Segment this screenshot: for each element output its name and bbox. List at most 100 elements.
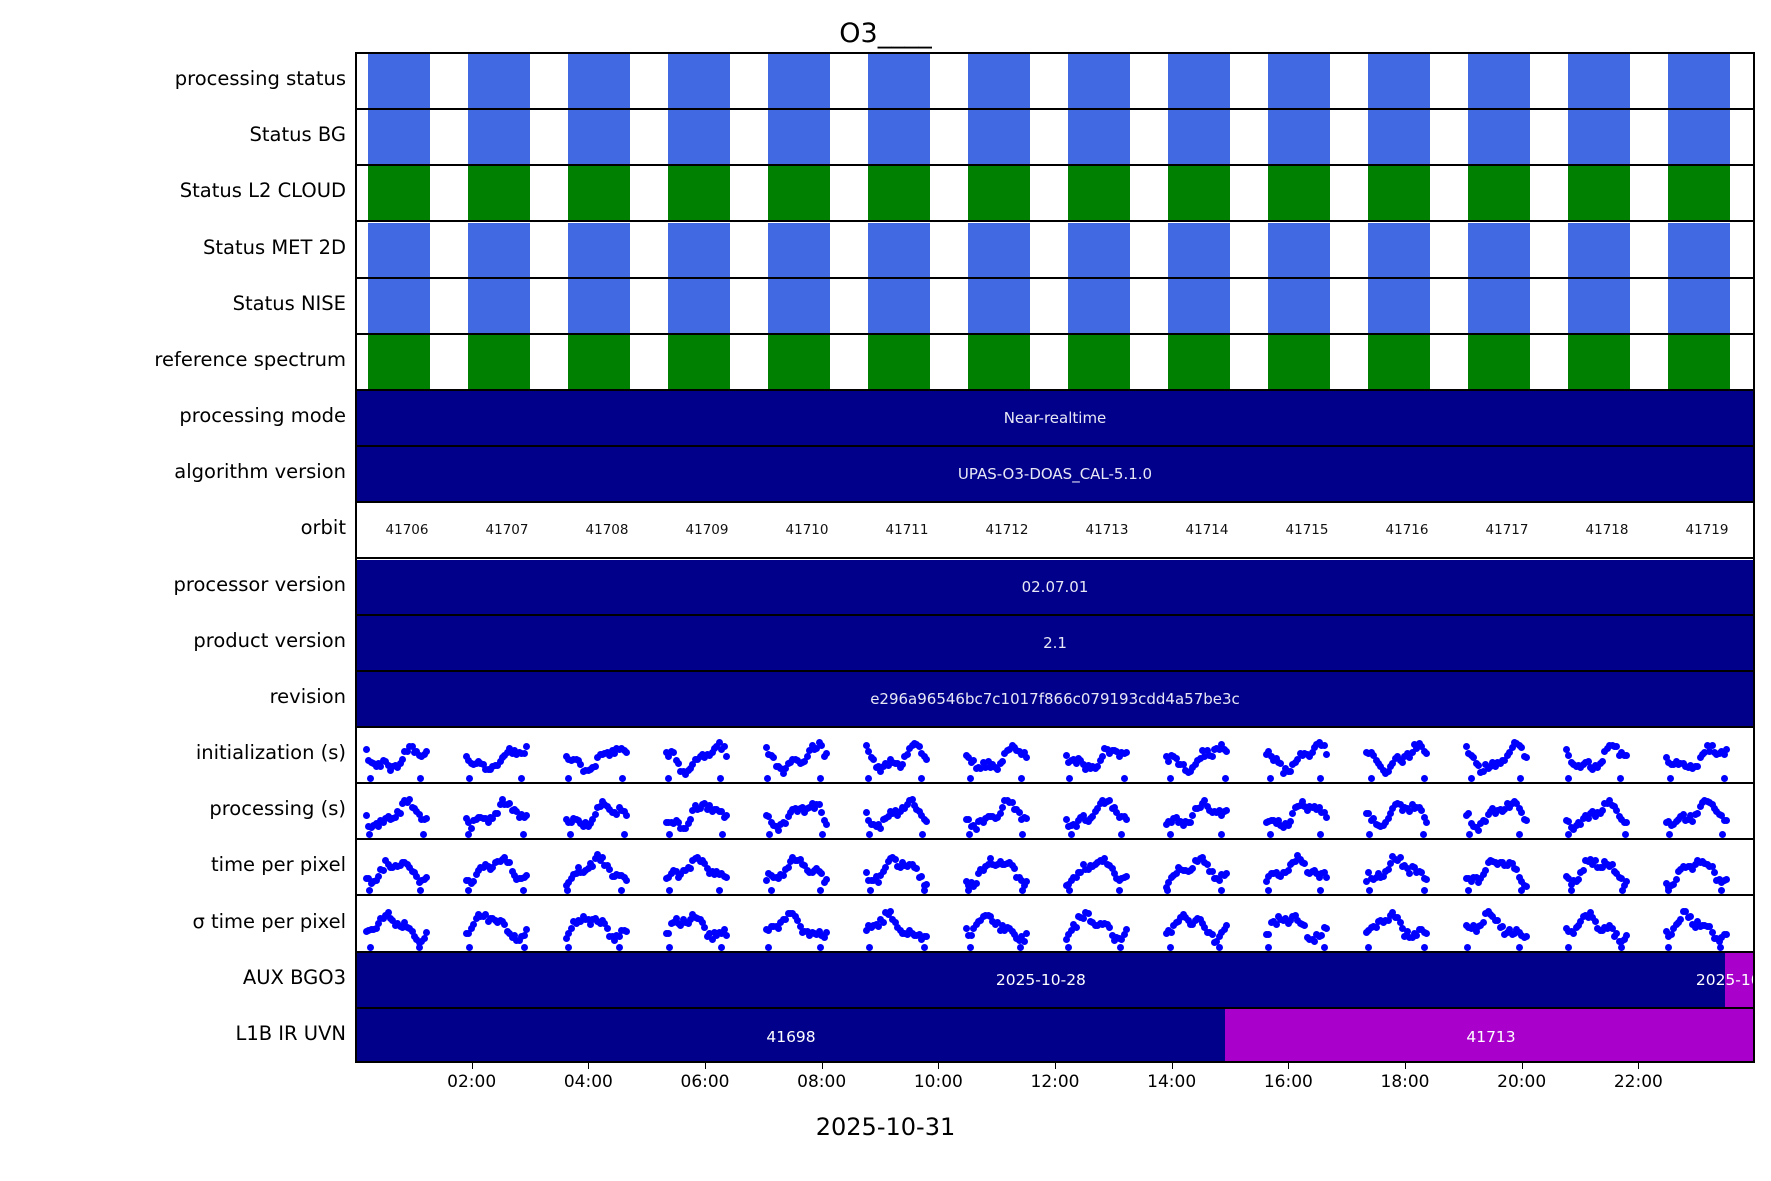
status-band	[1068, 278, 1131, 333]
scatter-point	[1513, 800, 1521, 808]
scatter-point	[963, 925, 970, 933]
scatter-point	[701, 923, 709, 931]
scatter-point	[506, 930, 514, 938]
scatter-point	[1413, 932, 1421, 940]
scatter-point	[875, 922, 882, 930]
scatter-point	[1591, 917, 1599, 925]
scatter-point	[375, 919, 382, 927]
scatter-point	[1315, 873, 1323, 881]
scatter-point	[1472, 873, 1480, 881]
scatter-point	[1611, 802, 1618, 810]
timeline-row: 02.07.01	[357, 559, 1753, 616]
scatter-point	[1094, 805, 1102, 813]
scatter-point	[1101, 854, 1109, 862]
scatter-point	[1389, 909, 1397, 917]
scatter-point	[608, 933, 616, 941]
scatter-point	[1418, 806, 1426, 814]
scatter-point	[1019, 831, 1027, 839]
scatter-point	[1167, 775, 1175, 783]
scatter-point	[1089, 813, 1097, 821]
orbit-label: 41709	[685, 522, 729, 539]
scatter-point	[723, 753, 730, 761]
scatter-point	[365, 875, 373, 883]
scatter-point	[801, 758, 809, 766]
scatter-point	[596, 803, 604, 811]
status-band	[1468, 334, 1531, 389]
scatter-point	[1184, 916, 1192, 924]
scatter-point	[1020, 937, 1028, 945]
orbit-label: 41712	[985, 522, 1029, 539]
scatter-point	[1367, 775, 1375, 783]
scatter-point	[1111, 869, 1118, 877]
row-label: processing (s)	[209, 797, 346, 821]
scatter-point	[782, 820, 790, 828]
scatter-point	[763, 743, 770, 751]
scatter-point	[1565, 817, 1573, 825]
scatter-point	[967, 775, 975, 783]
scatter-point	[511, 932, 518, 940]
scatter-point	[1399, 925, 1406, 933]
scatter-point	[877, 871, 885, 879]
scatter-point	[1370, 751, 1378, 759]
scatter-point	[775, 826, 782, 834]
scatter-point	[1491, 762, 1499, 770]
scatter-point	[1018, 876, 1026, 884]
status-band	[368, 110, 431, 165]
scatter-point	[606, 752, 614, 760]
status-band	[468, 222, 531, 277]
scatter-point	[1565, 943, 1573, 951]
scatter-point	[1618, 874, 1626, 882]
scatter-point	[987, 912, 994, 920]
scatter-point	[875, 878, 882, 886]
scatter-point	[1096, 757, 1104, 765]
scatter-point	[1277, 872, 1285, 880]
status-band	[968, 278, 1031, 333]
scatter-point	[1613, 930, 1621, 938]
scatter-point	[389, 917, 397, 925]
scatter-point	[565, 930, 573, 938]
scatter-point	[1606, 796, 1614, 804]
scatter-point	[508, 867, 516, 875]
scatter-point	[1311, 937, 1318, 945]
scatter-point	[1199, 920, 1206, 928]
scatter-point	[816, 887, 824, 895]
status-band	[1168, 54, 1231, 109]
scatter-point	[501, 853, 509, 861]
scatter-point	[1370, 814, 1378, 822]
scatter-point	[699, 918, 706, 926]
scatter-point	[423, 815, 430, 823]
scatter-point	[764, 775, 772, 783]
scatter-point	[1723, 745, 1730, 753]
scatter-point	[687, 764, 694, 772]
scatter-point	[1199, 746, 1206, 754]
scatter-point	[996, 927, 1004, 935]
scatter-point	[1067, 831, 1075, 839]
scatter-point	[1465, 810, 1473, 818]
scatter-point	[523, 926, 530, 934]
orbit-label: 41711	[885, 522, 929, 539]
scatter-point	[694, 756, 702, 764]
scatter-point	[1077, 868, 1085, 876]
timeline-row	[357, 54, 1753, 111]
scatter-point	[999, 757, 1006, 765]
status-band	[868, 334, 931, 389]
scatter-point	[1221, 775, 1229, 783]
scatter-point	[1217, 831, 1225, 839]
scatter-point	[689, 761, 697, 769]
scatter-point	[1411, 740, 1418, 748]
scatter-point	[1696, 803, 1704, 811]
scatter-point	[865, 748, 873, 755]
scatter-point	[503, 749, 511, 757]
status-band	[768, 278, 831, 333]
timeline-plot-area: Near-realtime UPAS-O3-DOAS_CAL-5.1.0 41706…	[355, 52, 1755, 1063]
scatter-point	[863, 926, 870, 934]
status-band	[868, 110, 931, 165]
scatter-point	[1608, 861, 1616, 869]
scatter-point	[1477, 874, 1485, 882]
scatter-point	[506, 859, 514, 867]
x-axis-tick	[1521, 1063, 1523, 1069]
scatter-point	[1123, 872, 1130, 880]
scatter-point	[1189, 811, 1197, 819]
scatter-point	[1208, 867, 1216, 875]
scatter-point	[1179, 910, 1187, 918]
